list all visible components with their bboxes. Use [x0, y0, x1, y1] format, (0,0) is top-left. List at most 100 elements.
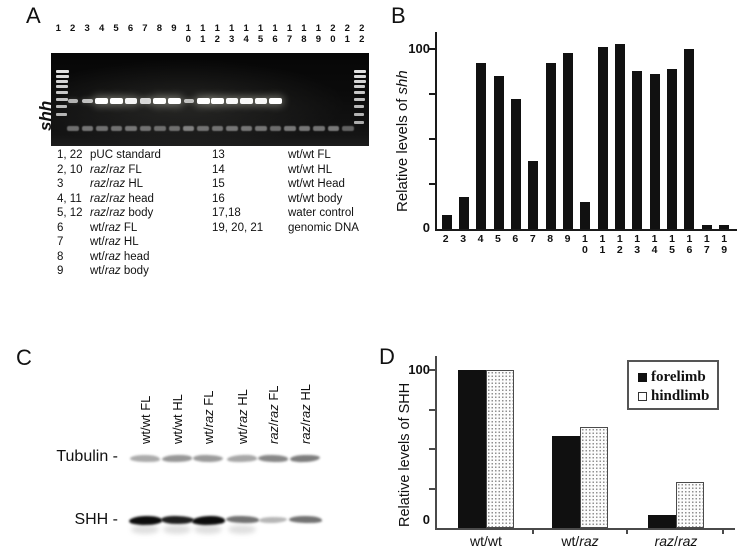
chart-d-y-tick — [429, 408, 435, 411]
gel-legend-entry: 7 wt/raz HL — [57, 236, 139, 248]
chart-d-ytick-0: 0 — [422, 512, 430, 527]
chart-b-x-tick-label: 3 — [460, 233, 467, 245]
chart-b-bar-lane-16 — [684, 49, 695, 229]
gel-legend-entry: 5, 12 raz/raz body — [57, 207, 154, 219]
gel-ladder-left-rung — [56, 91, 68, 94]
gel-lane-key-right: 13 wt/wt FL 14 wt/wt HL 15 wt/wt Head 16 wt/wt … — [212, 148, 359, 235]
gel-band-lower-lane-14 — [240, 126, 253, 131]
chart-d-x-axis — [435, 528, 735, 530]
gel-band-shh-lane-11 — [196, 97, 210, 105]
gel-band-lower-lane-11 — [197, 126, 209, 131]
gel-ladder-left-rung — [56, 70, 69, 73]
blot-band-shh-6 — [288, 516, 322, 524]
chart-d-bar-forelimb-1 — [552, 436, 580, 528]
gel-band-lower-lane-20 — [327, 126, 340, 131]
chart-b-bar-lane-6 — [510, 99, 521, 229]
lane-number: 8 — [156, 23, 163, 34]
gel-band-shh-lane-3 — [82, 98, 93, 104]
gel-band-lower-lane-19 — [313, 126, 325, 131]
chart-b-bar-lane-11 — [597, 47, 608, 229]
gel-band-shh-lane-16 — [269, 97, 283, 105]
gel-ladder-left-rung — [56, 98, 68, 101]
panel-d-letter: D — [379, 344, 395, 369]
blot-band-tubulin-3 — [192, 454, 224, 463]
blot-band-smear — [194, 525, 222, 534]
gel-band-lower-lane-17 — [284, 126, 296, 131]
gel-band-shh-lane-4 — [95, 97, 109, 105]
gel-band-lower-lane-6 — [125, 126, 137, 131]
blot-column-label: wt/wt FL — [138, 395, 153, 444]
chart-d-y-axis — [435, 356, 437, 530]
chart-d-bar-hindlimb-0 — [486, 370, 514, 528]
gel-band-lower-lane-5 — [110, 126, 123, 131]
blot-band-smear — [228, 525, 256, 534]
gel-band-shh-lane-14 — [240, 97, 253, 105]
chart-b-y-tick — [429, 93, 435, 95]
chart-b-y-axis-title: Relative levels of shh — [394, 70, 411, 212]
chart-b-bar-lane-4 — [476, 63, 487, 229]
blot-column-label: raz/raz FL — [266, 385, 281, 444]
chart-b-y-tick — [429, 138, 435, 140]
chart-b-bar-lane-13 — [632, 70, 643, 229]
chart-d-y-tick — [429, 369, 435, 371]
chart-b-y-axis — [435, 32, 437, 231]
gel-band-lower-lane-13 — [226, 126, 238, 131]
chart-b-bar-lane-15 — [667, 68, 678, 229]
blot-row-label-tubulin: Tubulin - — [56, 448, 118, 465]
chart-b-x-tick-label: 9 — [564, 233, 571, 245]
lane-number: 2 — [70, 23, 76, 34]
chart-b-y-tick — [429, 48, 435, 50]
gel-band-shh-lane-12 — [211, 97, 225, 105]
gel-legend-entry: 13 wt/wt FL — [212, 149, 331, 161]
blot-column-label: raz/raz HL — [298, 384, 313, 444]
gel-ladder-right-rung — [354, 75, 366, 78]
gel-side-label-shh: shh — [36, 100, 55, 131]
panel-a-letter: A — [26, 3, 41, 28]
gel-ladder-right-rung — [354, 121, 364, 124]
lane-number: 6 — [127, 23, 134, 34]
gel-band-lower-lane-3 — [81, 126, 94, 131]
gel-legend-entry: 19, 20, 21 genomic DNA — [212, 221, 359, 234]
chart-b-ytick-0: 0 — [422, 220, 430, 235]
chart-b-x-tick-label: 8 — [547, 233, 554, 245]
blot-band-shh-2 — [160, 515, 194, 525]
legend-item-hindlimb: hindlimb — [638, 387, 717, 406]
gel-legend-entry: 6 wt/raz FL — [57, 221, 138, 234]
gel-legend-entry: 15 wt/wt Head — [212, 178, 345, 190]
gel-ladder-right-rung — [354, 98, 365, 101]
chart-d-bar-hindlimb-2 — [676, 482, 704, 528]
gel-ladder-right-rung — [354, 113, 364, 116]
lane-number: 7 — [142, 23, 148, 34]
blot-band-shh-1 — [128, 515, 162, 525]
chart-b-y-tick — [429, 183, 435, 185]
gel-band-lower-lane-16 — [269, 126, 282, 131]
gel-legend-entry: 9 wt/raz body — [57, 265, 149, 277]
chart-d-bar-forelimb-0 — [458, 370, 486, 528]
panel-b-letter: B — [391, 3, 406, 28]
chart-d-ytick-100: 100 — [408, 362, 430, 377]
gel-lane-key-left: 1, 22 pUC standard 2, 10 raz/raz FL 3 raz/raz… — [57, 148, 161, 279]
panel-c-letter: C — [16, 345, 32, 370]
gel-ladder-left-rung — [56, 105, 67, 108]
gel-band-lower-lane-4 — [96, 126, 108, 131]
lane-number: 3 — [84, 23, 90, 34]
gel-legend-entry: 14 wt/wt HL — [212, 163, 333, 176]
chart-d-x-tick — [722, 530, 724, 534]
chart-b-bar-lane-7 — [528, 160, 539, 229]
legend-item-forelimb: forelimb — [638, 368, 717, 387]
chart-d-category-label: wt/raz — [561, 533, 599, 549]
chart-d-bar-hindlimb-1 — [580, 426, 608, 528]
chart-d-legend: forelimb hindlimb — [627, 360, 719, 410]
gel-ladder-right-rung — [354, 70, 366, 73]
chart-b-bar-lane-5 — [493, 76, 504, 229]
blot-row-label-shh: SHH - — [74, 511, 118, 528]
